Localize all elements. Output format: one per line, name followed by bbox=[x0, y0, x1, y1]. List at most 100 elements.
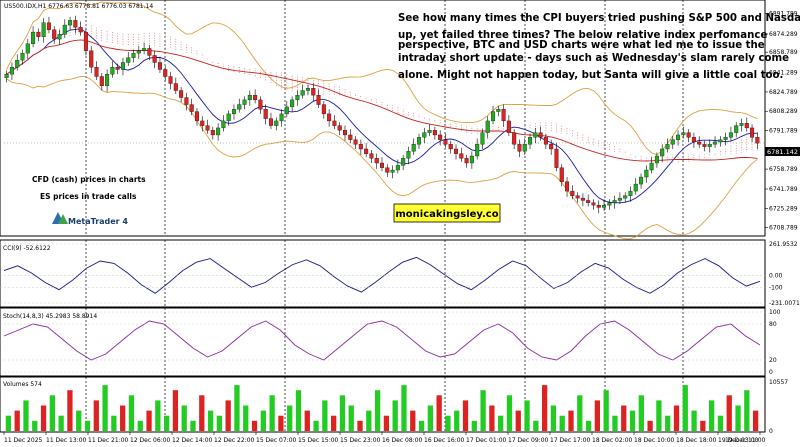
candle-body bbox=[385, 167, 390, 173]
price-tick-label: 6874.289 bbox=[769, 31, 798, 38]
candle-body bbox=[342, 130, 347, 136]
candle-body bbox=[506, 120, 511, 133]
price-tick-label: 6725.289 bbox=[769, 205, 798, 212]
candle-body bbox=[543, 137, 548, 145]
time-tick-label: 16 Dec 16:00 bbox=[424, 437, 465, 444]
candles bbox=[4, 15, 760, 214]
time-tick-label: 17 Dec 09:00 bbox=[508, 437, 549, 444]
price-tick-label: 6824.789 bbox=[769, 89, 798, 96]
candle-body bbox=[607, 202, 612, 206]
candle-body bbox=[528, 137, 533, 145]
candle-body bbox=[226, 113, 231, 122]
candle-body bbox=[374, 158, 379, 164]
sub-indicators: 261.9532 0.00 -100 -231.0071 100 80 20 0 10557 0 bbox=[0, 241, 800, 435]
candle-body bbox=[750, 127, 755, 138]
price-tick-label: 6858.789 bbox=[769, 49, 798, 56]
candle-body bbox=[311, 88, 316, 96]
volume-tick-label: 10557 bbox=[769, 379, 788, 386]
candle-body bbox=[142, 48, 147, 51]
candle-body bbox=[337, 125, 342, 131]
slow-ma-line bbox=[6, 39, 758, 162]
annotation-line-5: alone. Might not happen today, but Santa… bbox=[398, 70, 783, 81]
candle-body bbox=[512, 132, 517, 145]
candle-body bbox=[25, 43, 30, 54]
candle-body bbox=[570, 190, 575, 196]
time-tick-label: 11 Dec 2025 bbox=[4, 437, 43, 444]
price-tick-label: 6791.789 bbox=[769, 128, 798, 135]
time-tick-label: 18 Dec 18:00 bbox=[676, 437, 717, 444]
website-box bbox=[393, 203, 501, 223]
candle-body bbox=[110, 66, 115, 75]
candle-body bbox=[41, 22, 46, 37]
candle-body bbox=[237, 104, 242, 110]
time-tick-label: 16 Dec 08:00 bbox=[382, 437, 423, 444]
candle-body bbox=[522, 144, 527, 152]
stoch-line bbox=[3, 320, 761, 361]
candle-body bbox=[464, 158, 469, 164]
price-tick-label: 6891.789 bbox=[769, 11, 798, 18]
time-tick-label: 17 Dec 17:00 bbox=[550, 437, 591, 444]
symbol-header: US500.IDX,H1 6776.63 6778.81 6776.03 678… bbox=[4, 3, 153, 10]
es-note: ES prices in trade calls bbox=[40, 192, 137, 201]
candle-body bbox=[15, 59, 20, 68]
price-tick-label: 6708.789 bbox=[769, 225, 798, 232]
candle-body bbox=[713, 141, 718, 145]
candle-body bbox=[242, 99, 247, 105]
volume-tick-label: 0 bbox=[769, 428, 773, 435]
metatrader-brand: MetaTrader 4 bbox=[68, 217, 128, 226]
candle-body bbox=[253, 95, 258, 101]
candle-body bbox=[459, 153, 464, 159]
time-tick-label: 18 Dec 02:00 bbox=[592, 437, 633, 444]
candle-body bbox=[57, 34, 62, 40]
time-tick-label: 15 Dec 15:00 bbox=[298, 437, 339, 444]
stoch-name: Stoch(14,8,3) 45.2983 58.8914 bbox=[3, 313, 97, 320]
candle-body bbox=[78, 27, 83, 33]
candle-body bbox=[422, 132, 427, 138]
indicator-lines bbox=[4, 1, 765, 240]
volume-name: Volumes 574 bbox=[3, 381, 42, 388]
website-label: monicakingsley.co bbox=[395, 209, 498, 220]
candle-body bbox=[221, 120, 226, 129]
candle-body bbox=[68, 20, 73, 26]
candle-body bbox=[184, 97, 189, 105]
candle-body bbox=[274, 120, 279, 126]
candle-body bbox=[194, 111, 199, 122]
candle-body bbox=[718, 139, 723, 143]
annotation-line-4: intraday short update - days such as Wed… bbox=[398, 53, 789, 64]
candle-body bbox=[491, 111, 496, 122]
candle-body bbox=[115, 66, 120, 70]
candle-body bbox=[189, 104, 194, 112]
candle-body bbox=[549, 144, 554, 150]
candle-body bbox=[279, 113, 284, 122]
annotation-line-1: See how many times the CPI buyers tried … bbox=[398, 13, 800, 24]
candle-body bbox=[290, 99, 295, 108]
candle-body bbox=[83, 31, 88, 51]
candle-body bbox=[316, 95, 321, 105]
candle-body bbox=[179, 90, 184, 98]
candle-body bbox=[501, 109, 506, 122]
cci-line bbox=[3, 256, 761, 294]
candle-body bbox=[136, 50, 141, 54]
candle-body bbox=[702, 144, 707, 147]
candle-body bbox=[411, 144, 416, 152]
cci-line-tick-label: 0.00 bbox=[769, 272, 783, 279]
candle-body bbox=[654, 155, 659, 164]
candle-body bbox=[268, 118, 273, 126]
volume-panel-frame bbox=[0, 376, 766, 433]
candle-body bbox=[602, 204, 607, 208]
candle-body bbox=[596, 204, 601, 208]
stoch-panel-frame bbox=[0, 307, 766, 377]
candle-body bbox=[369, 153, 374, 159]
candle-body bbox=[533, 132, 538, 138]
candle-body bbox=[686, 132, 691, 138]
stoch-line-tick-label: 20 bbox=[769, 357, 777, 364]
candle-body bbox=[469, 155, 474, 164]
annotation-text: See how many times the CPI buyers tried … bbox=[398, 13, 800, 81]
candle-body bbox=[517, 144, 522, 152]
candle-body bbox=[364, 148, 369, 154]
candle-body bbox=[395, 165, 400, 171]
candle-body bbox=[417, 137, 422, 145]
annotation-line-3: perspective, BTC and USD charts were wha… bbox=[398, 40, 765, 51]
candle-body bbox=[73, 20, 78, 28]
